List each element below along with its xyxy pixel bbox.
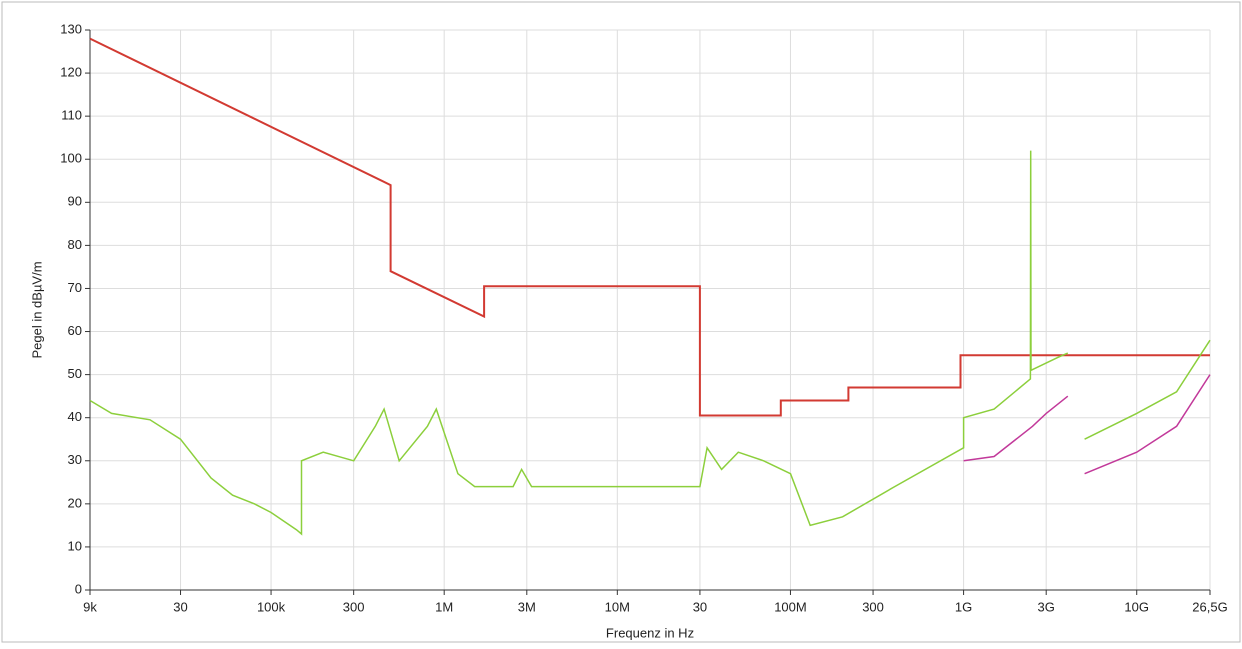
x-tick-label: 100k — [257, 599, 286, 614]
x-tick-label: 9k — [83, 599, 97, 614]
x-tick-label: 1M — [435, 599, 453, 614]
series-line — [89, 150, 1211, 536]
y-tick-label: 60 — [68, 323, 82, 338]
series-line — [89, 37, 1210, 417]
y-tick-label: 0 — [75, 581, 82, 596]
x-tick-label: 300 — [343, 599, 365, 614]
x-tick-label: 30 — [173, 599, 187, 614]
y-axis-label: Pegel in dBµV/m — [29, 261, 44, 358]
y-tick-label: 80 — [68, 237, 82, 252]
x-tick-label: 3M — [518, 599, 536, 614]
x-tick-label: 100M — [774, 599, 807, 614]
x-tick-label: 26,5G — [1192, 599, 1227, 614]
y-tick-label: 10 — [68, 538, 82, 553]
y-tick-label: 110 — [61, 108, 82, 123]
y-tick-label: 90 — [68, 194, 82, 209]
x-axis-label: Frequenz in Hz — [606, 625, 694, 640]
y-tick-label: 40 — [68, 409, 82, 424]
y-tick-label: 30 — [68, 452, 82, 467]
y-tick-label: 20 — [68, 495, 82, 510]
x-tick-label: 1G — [955, 599, 972, 614]
y-tick-label: 120 — [60, 65, 82, 80]
x-tick-label: 10M — [605, 599, 630, 614]
x-tick-label: 10G — [1124, 599, 1149, 614]
y-tick-label: 50 — [68, 366, 82, 381]
y-tick-label: 130 — [60, 21, 82, 36]
x-tick-label: 300 — [862, 599, 884, 614]
x-tick-label: 30 — [693, 599, 707, 614]
y-tick-label: 100 — [60, 151, 82, 166]
y-tick-label: 70 — [68, 280, 82, 295]
series-line — [963, 374, 1211, 475]
x-tick-label: 3G — [1038, 599, 1055, 614]
